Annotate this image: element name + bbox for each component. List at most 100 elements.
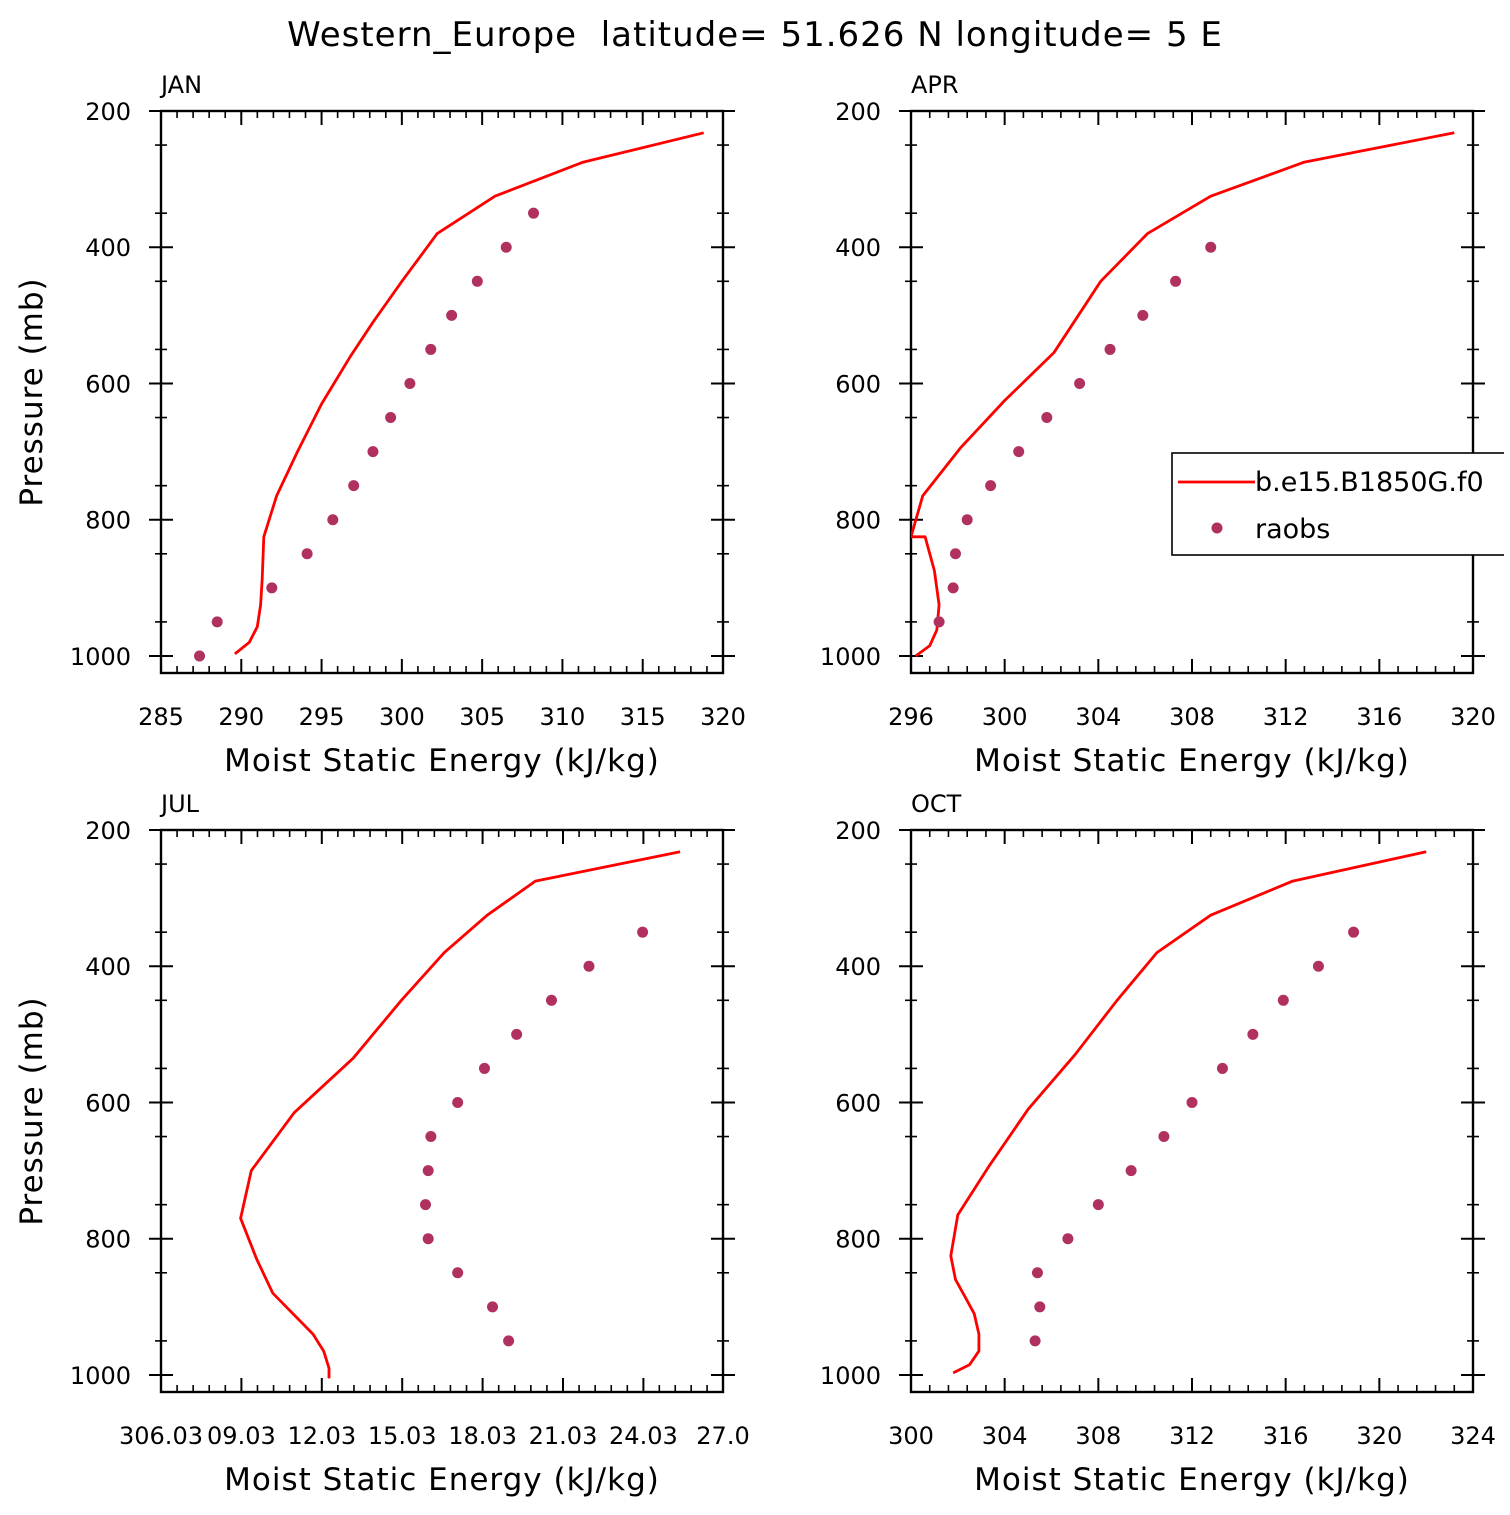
raobs-point [422,1233,434,1245]
raobs-point [961,514,973,526]
raobs-point [367,446,379,458]
raobs-point [1062,1233,1074,1245]
x-tick-label: 295 [299,703,345,731]
raobs-point [947,582,959,594]
y-axis-title: Pressure (mb) [14,277,50,506]
x-tick-label: 09.03 [207,1422,276,1450]
legend-box [1171,452,1504,556]
y-tick-label: 400 [835,953,881,981]
x-tick-label: 310 [540,703,586,731]
raobs-point [1104,343,1116,355]
x-tick-label: 324 [1450,1422,1496,1450]
legend-body: b.e15.B1850G.f0 raobs [1171,452,1504,556]
y-tick-label: 600 [835,370,881,398]
raobs-point [503,1335,515,1347]
raobs-point [1013,446,1025,458]
y-tick-label: 600 [85,370,131,398]
model-profile-line [234,131,705,655]
y-tick-label: 400 [85,953,131,981]
x-tick-label: 304 [1075,703,1121,731]
raobs-point [452,1096,464,1108]
raobs-point [266,582,278,594]
x-tick-label: 304 [982,1422,1028,1450]
y-tick-label: 1000 [70,1362,131,1390]
x-tick-label: 305 [459,703,505,731]
x-tick-label: 308 [1075,1422,1121,1450]
y-tick-label: 800 [835,507,881,535]
raobs-point [933,616,945,628]
raobs-point [1031,1267,1043,1279]
x-tick-label: 320 [1356,1422,1402,1450]
raobs-point [1216,1062,1228,1074]
y-axis-title: Pressure (mb) [14,996,50,1225]
raobs-point [1170,275,1182,287]
raobs-point [425,343,437,355]
raobs-point [211,616,223,628]
raobs-point [327,514,339,526]
raobs-point [425,1131,437,1143]
model-profile-line [239,850,681,1379]
raobs-point [478,1062,490,1074]
raobs-point [420,1199,432,1211]
panel-oct: OCT 300 304 308 312 316 320 324 200 400 600 800 1000… [820,790,1496,1498]
x-axis-title: Moist Static Energy (kJ/kg) [224,743,660,779]
raobs-point [1034,1301,1046,1313]
y-tick-label: 1000 [820,1362,881,1390]
raobs-point [194,650,206,662]
x-axis-title: Moist Static Energy (kJ/kg) [974,1462,1410,1498]
raobs-point [301,548,313,560]
raobs-point [348,480,360,492]
x-axis-title: Moist Static Energy (kJ/kg) [974,743,1410,779]
raobs-point [452,1267,464,1279]
raobs-point [404,377,416,389]
x-tick-label: 12.03 [287,1422,356,1450]
raobs-point [637,926,649,938]
x-tick-label: 285 [138,703,184,731]
raobs-point [1158,1131,1170,1143]
raobs-point [385,412,397,424]
x-tick-label: 296 [888,703,934,731]
raobs-point [1186,1096,1198,1108]
y-tick-label: 800 [835,1226,881,1254]
y-tick-label: 1000 [70,643,131,671]
raobs-point [1092,1199,1104,1211]
model-profile-line [911,131,1455,658]
raobs-point [446,309,458,321]
plot-frame [159,828,725,1394]
x-tick-label: 18.03 [448,1422,517,1450]
legend: b.e15.B1850G.f0 raobs [1171,452,1504,556]
y-tick-label: 600 [85,1089,131,1117]
y-tick-label: 800 [85,1226,131,1254]
raobs-point [1312,960,1324,972]
x-tick-label: 315 [620,703,666,731]
raobs-point [1125,1165,1137,1177]
model-profile-line [949,850,1427,1375]
legend-obs-label: raobs [1255,514,1330,545]
raobs-point [1348,926,1360,938]
x-tick-label: 306.03 [119,1422,203,1450]
raobs-point [1247,1028,1259,1040]
plot-data [949,850,1427,1375]
y-tick-label: 600 [835,1089,881,1117]
raobs-point [1029,1335,1041,1347]
panel-label: OCT [911,790,962,818]
panels: JAN 285 290 295 300 305 310 315 320 200 400 600 800 1… [14,71,1504,1498]
panel-label: JAN [159,71,202,99]
y-tick-label: 200 [835,817,881,845]
x-tick-label: 21.03 [529,1422,598,1450]
raobs-point [471,275,483,287]
y-tick-label: 200 [835,98,881,126]
raobs-point [949,548,961,560]
raobs-point [545,994,557,1006]
x-tick-label: 312 [1263,703,1309,731]
x-tick-label: 290 [218,703,264,731]
raobs-point [985,480,997,492]
plot-data [239,850,681,1379]
x-tick-label: 308 [1169,703,1215,731]
x-tick-label: 320 [700,703,746,731]
x-tick-label: 24.03 [609,1422,678,1450]
y-tick-label: 1000 [820,643,881,671]
y-tick-label: 200 [85,817,131,845]
raobs-point [1041,412,1053,424]
